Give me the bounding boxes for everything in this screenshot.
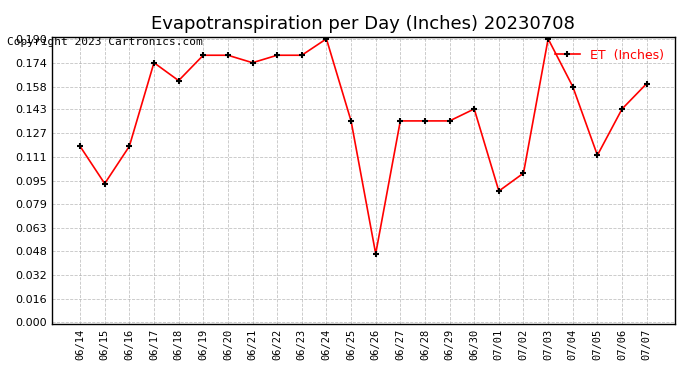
ET  (Inches): [544, 37, 552, 41]
ET  (Inches): [396, 118, 404, 123]
Line: ET  (Inches): ET (Inches): [77, 35, 650, 257]
ET  (Inches): [421, 118, 429, 123]
ET  (Inches): [495, 189, 503, 193]
ET  (Inches): [297, 53, 306, 57]
ET  (Inches): [175, 78, 183, 83]
ET  (Inches): [273, 53, 282, 57]
ET  (Inches): [347, 118, 355, 123]
Text: Copyright 2023 Cartronics.com: Copyright 2023 Cartronics.com: [7, 37, 203, 47]
ET  (Inches): [371, 252, 380, 256]
ET  (Inches): [125, 144, 133, 148]
ET  (Inches): [76, 144, 84, 148]
ET  (Inches): [446, 118, 454, 123]
ET  (Inches): [224, 53, 232, 57]
ET  (Inches): [520, 171, 528, 176]
Legend: ET  (Inches): ET (Inches): [550, 44, 669, 67]
ET  (Inches): [322, 37, 331, 41]
ET  (Inches): [593, 153, 602, 158]
ET  (Inches): [199, 53, 208, 57]
ET  (Inches): [642, 81, 651, 86]
ET  (Inches): [470, 107, 478, 111]
ET  (Inches): [569, 84, 577, 89]
Title: Evapotranspiration per Day (Inches) 20230708: Evapotranspiration per Day (Inches) 2023…: [151, 15, 575, 33]
ET  (Inches): [618, 107, 626, 111]
ET  (Inches): [150, 60, 158, 65]
ET  (Inches): [101, 182, 109, 186]
ET  (Inches): [248, 60, 257, 65]
